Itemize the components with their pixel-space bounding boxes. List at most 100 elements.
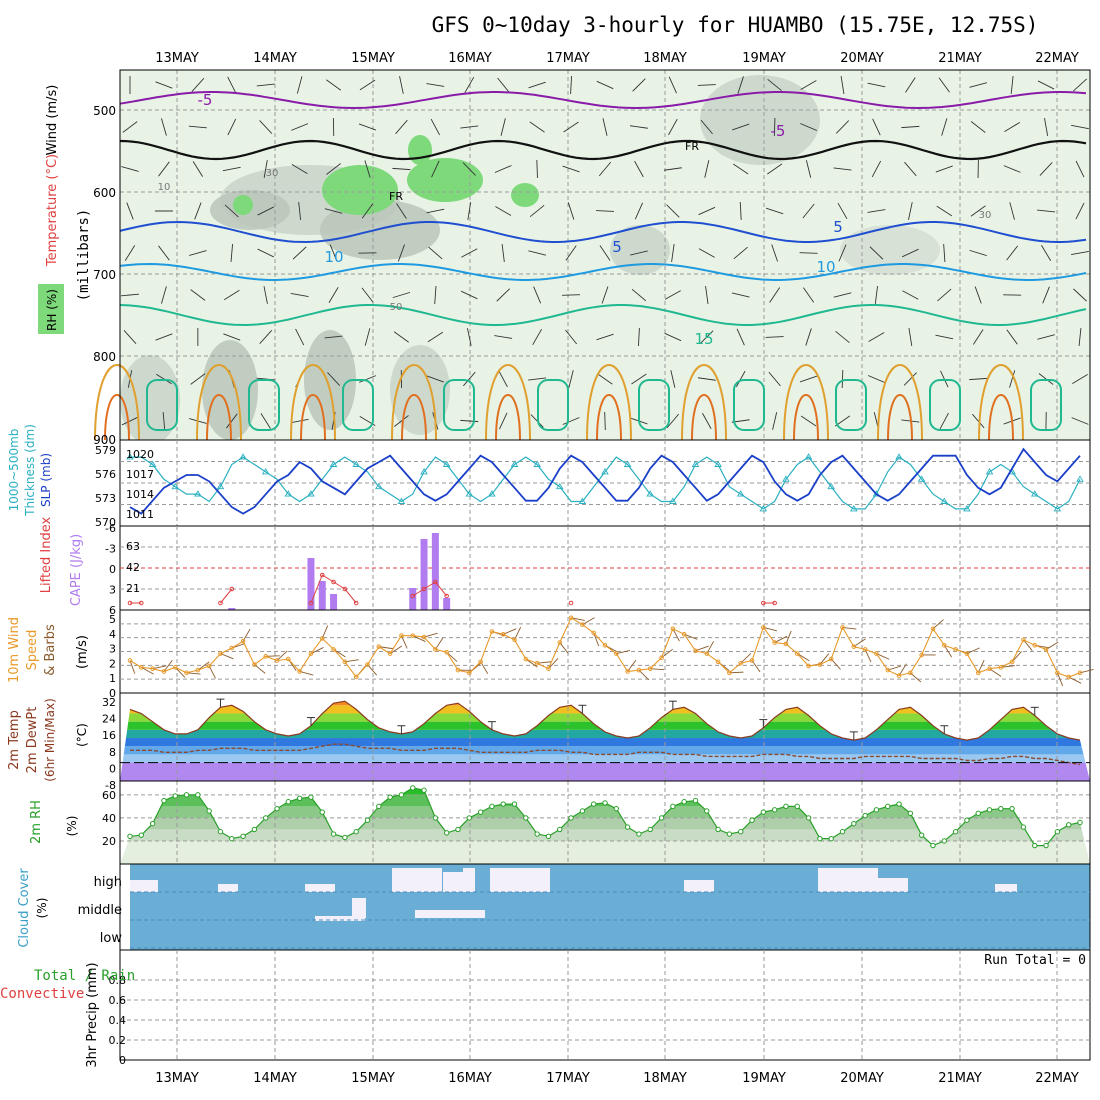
lifted-index-axis-label: Lifted Index (39, 516, 54, 593)
wind-tick-label: 5 (109, 613, 116, 626)
wind-barb (162, 411, 166, 431)
rh2m-point (421, 787, 427, 793)
day-label-top: 13MAY (155, 51, 199, 66)
rh2m-point (376, 803, 382, 810)
wind-barb (292, 246, 307, 260)
rh2m-point (715, 826, 721, 833)
wind-barb-10m (570, 617, 585, 621)
isotherm-15-cell (733, 379, 765, 431)
wind-speed-point (342, 659, 348, 665)
wind-barb (800, 80, 817, 90)
wind-barb (158, 161, 170, 177)
wind-speed-point (964, 651, 970, 656)
wind-barb (941, 118, 948, 136)
cloud-level-label: low (100, 931, 123, 946)
wind-barb (938, 77, 950, 93)
rh2m-point (387, 794, 393, 800)
isotherm-5 (119, 220, 1087, 244)
wind-barb (974, 286, 982, 304)
thickness-point (397, 497, 406, 504)
run-total-label: Run Total = 0 (984, 953, 1086, 968)
wind-tick-label: 3 (109, 643, 116, 656)
isotherm-25-loop (596, 394, 622, 441)
cloud-axis-label-2: (%) (35, 898, 49, 919)
freezing-level-line (119, 139, 1087, 161)
thickness-point (714, 460, 722, 467)
wind-speed-point (455, 667, 461, 673)
wind-speed-point (127, 658, 133, 663)
wind-barb-10m (989, 668, 1002, 677)
wind-barb (121, 166, 139, 172)
cloud-free-region (392, 868, 442, 892)
wind-speed-point (206, 663, 212, 669)
rh2m-point (217, 829, 224, 835)
cloud-free-region (463, 868, 475, 892)
rh2m-point (828, 835, 834, 842)
wind-barb (190, 373, 206, 385)
wind-barb (970, 121, 986, 133)
wind-barb (869, 246, 884, 260)
cloud-level-label: high (94, 875, 122, 890)
wind-speed-point (184, 670, 189, 676)
rh2m-point (545, 833, 552, 840)
wind-barb (1004, 121, 1021, 133)
wind-barb (361, 287, 374, 303)
wind-barb (223, 289, 240, 301)
thickness-point (171, 482, 180, 490)
rh-high-region (233, 195, 253, 215)
wind-speed-point (150, 666, 155, 672)
temp-color-band (120, 729, 1090, 739)
wind-barb (562, 417, 580, 425)
wind-barb (295, 328, 305, 346)
rh2m-point (1032, 842, 1038, 849)
wind-barb-10m (548, 658, 559, 670)
wind-barb (260, 413, 271, 429)
wind-barb (223, 333, 241, 341)
day-label-top: 21MAY (938, 51, 982, 66)
rh2m-point (681, 799, 687, 805)
isotherm-15-cell (1030, 379, 1062, 431)
pressure-tick-label: 800 (93, 350, 116, 364)
wind-barb (704, 160, 710, 178)
rh2m-unit-label: (%) (65, 816, 79, 837)
wind-barb (158, 245, 170, 261)
wind-barb (867, 209, 886, 213)
wind-barb (460, 125, 479, 129)
day-label-bottom: 21MAY (938, 1071, 982, 1086)
wind-speed-point (240, 638, 246, 644)
wind-barb-10m (830, 658, 841, 670)
rh-high-region (407, 158, 483, 202)
wind-speed-point (659, 655, 664, 660)
wind-barb-10m (740, 653, 752, 664)
wind-barb (904, 161, 917, 177)
rh2m-point (138, 832, 145, 838)
wind-barb (735, 370, 746, 388)
rh-color-band (120, 840, 1090, 864)
thickness-point (669, 497, 677, 504)
wind-barb (736, 328, 745, 346)
cloud-free-region (218, 884, 238, 892)
rh2m-point (590, 801, 597, 807)
wind-barb (121, 416, 139, 426)
rh-shade-region (840, 225, 940, 275)
rh2m-point (873, 807, 880, 813)
wind-barb (799, 375, 818, 383)
rh-high-region (511, 183, 539, 207)
wind-speed-point (1055, 670, 1060, 676)
wind-barb-10m (819, 653, 830, 665)
wind-speed-point (263, 654, 269, 659)
wind-barb (190, 289, 206, 301)
wind-speed-point (218, 651, 223, 656)
wind-speed-point (693, 648, 698, 654)
wind-barb-10m (208, 665, 216, 679)
rh2m-point (274, 805, 280, 812)
wind-barb-10m (842, 626, 857, 630)
wind-barb (936, 205, 953, 217)
wind-barb-10m (887, 665, 902, 671)
lifted-index-point (421, 586, 427, 592)
temp-color-band (120, 746, 1090, 755)
wind-speed-point (862, 647, 868, 652)
lifted-index-point (444, 593, 449, 599)
thickness-point (488, 490, 496, 497)
rh2m-point (930, 842, 936, 849)
